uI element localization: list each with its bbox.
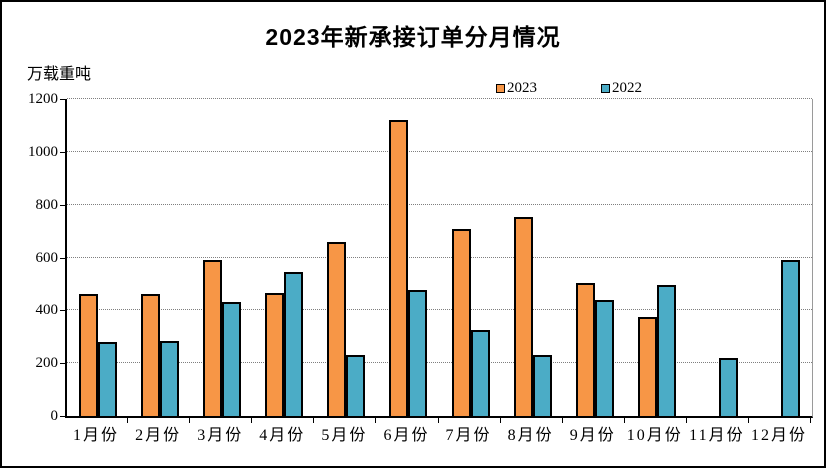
x-tick-mark bbox=[437, 418, 439, 423]
bar-2022-8月份 bbox=[532, 355, 552, 416]
x-category-label-10: 10月份 bbox=[626, 427, 683, 444]
x-category-label-5: 5月份 bbox=[321, 427, 368, 444]
x-category-label-9: 9月份 bbox=[569, 427, 616, 444]
y-tick-mark bbox=[60, 257, 65, 259]
y-tick-mark bbox=[60, 416, 65, 417]
bar-2022-1月份 bbox=[98, 342, 118, 416]
bar-2023-4月份 bbox=[265, 293, 285, 416]
bar-2023-1月份 bbox=[79, 294, 99, 416]
bar-2022-3月份 bbox=[222, 302, 242, 416]
y-tick-label-600: 600 bbox=[35, 249, 59, 266]
x-tick-mark bbox=[375, 418, 377, 423]
gridline-800 bbox=[67, 203, 812, 205]
bar-2023-5月份 bbox=[327, 242, 347, 416]
plot-area bbox=[65, 98, 813, 418]
bar-2022-11月份 bbox=[718, 358, 738, 416]
bar-2022-9月份 bbox=[594, 300, 614, 416]
x-tick-mark bbox=[313, 418, 315, 423]
x-category-label-2: 2月份 bbox=[135, 427, 182, 444]
legend: 2023 2022 bbox=[496, 81, 642, 96]
bar-2022-6月份 bbox=[408, 290, 428, 416]
legend-entry-2023: 2023 bbox=[496, 81, 537, 96]
gridline-1200 bbox=[67, 98, 812, 99]
gridline-600 bbox=[67, 256, 812, 258]
y-tick-label-1200: 1200 bbox=[28, 91, 58, 107]
bar-2023-10月份 bbox=[637, 317, 657, 416]
legend-label-2022: 2022 bbox=[612, 80, 642, 96]
bar-2022-5月份 bbox=[346, 355, 366, 416]
y-tick-mark bbox=[60, 151, 65, 153]
gridline-200 bbox=[67, 362, 812, 364]
x-tick-mark bbox=[499, 418, 501, 423]
x-tick-mark bbox=[189, 418, 191, 423]
bar-2023-9月份 bbox=[575, 283, 595, 416]
bar-2022-12月份 bbox=[780, 260, 800, 416]
bar-2023-6月份 bbox=[389, 120, 409, 416]
x-tick-mark bbox=[623, 418, 625, 423]
bar-2023-2月份 bbox=[141, 294, 161, 416]
x-category-label-6: 6月份 bbox=[383, 427, 430, 444]
legend-label-2023: 2023 bbox=[507, 80, 537, 96]
y-tick-label-800: 800 bbox=[35, 196, 59, 213]
bar-2023-3月份 bbox=[203, 260, 223, 416]
y-tick-label-200: 200 bbox=[35, 355, 59, 372]
y-axis-unit-label: 万载重吨 bbox=[27, 66, 92, 83]
y-tick-label-0: 0 bbox=[50, 408, 59, 424]
x-category-label-12: 12月份 bbox=[750, 427, 807, 444]
y-tick-mark bbox=[60, 204, 65, 206]
legend-entry-2022: 2022 bbox=[601, 81, 642, 96]
y-tick-mark bbox=[60, 363, 65, 365]
bar-2023-7月份 bbox=[451, 229, 471, 416]
y-tick-label-400: 400 bbox=[35, 302, 59, 319]
bar-2022-7月份 bbox=[470, 330, 490, 416]
x-category-label-11: 11月份 bbox=[689, 427, 745, 444]
gridline-400 bbox=[67, 309, 812, 311]
y-tick-label-1000: 1000 bbox=[28, 143, 58, 160]
legend-swatch-2023-icon bbox=[496, 84, 505, 93]
x-tick-mark bbox=[685, 418, 687, 423]
gridline-1000 bbox=[67, 150, 812, 152]
chart-title: 2023年新承接订单分月情况 bbox=[265, 24, 561, 50]
x-tick-mark bbox=[251, 418, 253, 423]
bar-2023-8月份 bbox=[513, 217, 533, 416]
legend-swatch-2022-icon bbox=[601, 84, 610, 93]
x-category-label-8: 8月份 bbox=[507, 427, 554, 444]
x-category-label-4: 4月份 bbox=[259, 427, 306, 444]
y-tick-mark bbox=[60, 99, 65, 100]
x-tick-mark bbox=[561, 418, 563, 423]
x-category-label-7: 7月份 bbox=[445, 427, 492, 444]
x-tick-mark bbox=[747, 418, 749, 423]
bar-2022-4月份 bbox=[284, 272, 304, 416]
y-tick-mark bbox=[60, 310, 65, 312]
bar-2022-2月份 bbox=[160, 341, 180, 416]
x-category-label-1: 1月份 bbox=[73, 427, 120, 444]
x-tick-mark bbox=[810, 418, 811, 423]
x-category-label-3: 3月份 bbox=[197, 427, 244, 444]
x-tick-mark bbox=[127, 418, 129, 423]
bar-2022-10月份 bbox=[656, 285, 676, 416]
